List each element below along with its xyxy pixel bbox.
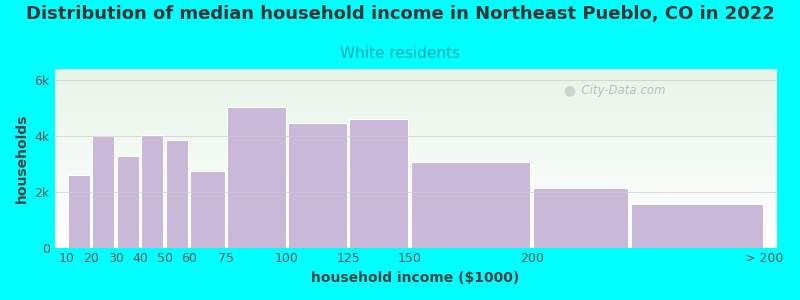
Bar [533, 188, 628, 248]
Bar [630, 204, 763, 248]
Bar [68, 175, 90, 247]
Bar [142, 135, 163, 248]
Bar [410, 163, 530, 248]
Y-axis label: households: households [15, 114, 29, 203]
Bar [227, 107, 286, 248]
Bar [350, 119, 408, 248]
Text: City-Data.com: City-Data.com [574, 84, 666, 97]
Bar [288, 123, 347, 248]
Text: White residents: White residents [340, 46, 460, 62]
Bar [117, 155, 139, 248]
Text: ●: ● [563, 83, 575, 98]
X-axis label: household income ($1000): household income ($1000) [311, 271, 519, 285]
Bar [166, 140, 188, 247]
Bar [93, 136, 114, 248]
Text: Distribution of median household income in Northeast Pueblo, CO in 2022: Distribution of median household income … [26, 4, 774, 22]
Bar [190, 171, 225, 248]
